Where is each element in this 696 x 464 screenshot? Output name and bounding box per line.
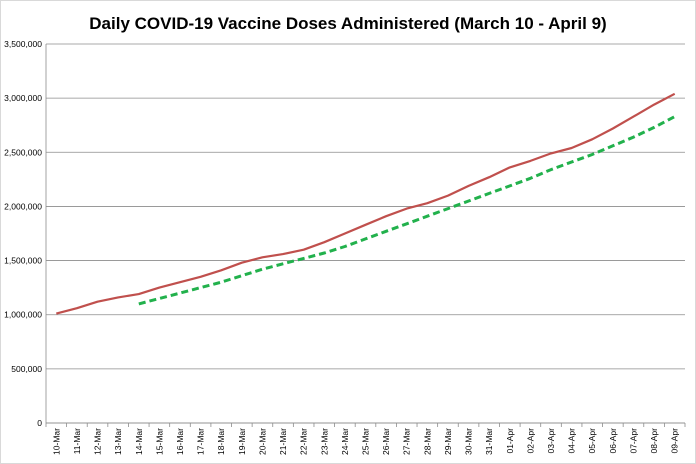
y-axis: 0 500,000 1,000,000 1,500,000 2,000,000 2,500… (4, 39, 47, 428)
chart-title: Daily COVID-19 Vaccine Doses Administere… (89, 14, 607, 33)
x-tick-label: 10-Mar (51, 428, 61, 455)
y-tick-label: 1,500,000 (4, 256, 42, 266)
y-tick-label: 2,000,000 (4, 201, 42, 211)
x-tick-label: 27-Mar (402, 428, 412, 455)
x-tick-label: 22-Mar (299, 428, 309, 455)
x-axis: 10-Mar 11-Mar 12-Mar 13-Mar 14-Mar 15-Mar 16-M… (45, 422, 686, 455)
x-tick-label: 28-Mar (422, 428, 432, 455)
series-line-solid (56, 92, 676, 315)
x-tick-label: 05-Apr (587, 428, 597, 454)
x-tick-label: 15-Mar (154, 428, 164, 455)
gridlines (46, 43, 685, 424)
series-line-dashed (138, 115, 676, 306)
y-tick-label: 1,000,000 (4, 310, 42, 320)
x-tick-label: 11-Mar (72, 428, 82, 454)
y-tick-label: 500,000 (11, 364, 42, 374)
y-tick-label: 2,500,000 (4, 147, 42, 157)
series-lines (56, 92, 676, 315)
x-tick-label: 24-Mar (340, 428, 350, 455)
x-tick-label: 08-Apr (649, 428, 659, 454)
y-tick-label: 3,000,000 (4, 93, 42, 103)
x-tick-label: 01-Apr (505, 428, 515, 454)
x-tick-label: 07-Apr (628, 428, 638, 454)
x-tick-label: 04-Apr (567, 428, 577, 454)
x-tick-label: 13-Mar (113, 428, 123, 455)
x-tick-label: 03-Apr (546, 428, 556, 454)
x-tick-label: 02-Apr (525, 428, 535, 454)
x-tick-label: 16-Mar (175, 428, 185, 455)
x-tick-label: 29-Mar (443, 428, 453, 455)
x-tick-label: 17-Mar (196, 428, 206, 455)
y-tick-label: 3,500,000 (4, 39, 42, 49)
x-tick-label: 14-Mar (134, 428, 144, 455)
x-tick-label: 12-Mar (93, 428, 103, 455)
x-tick-label: 31-Mar (484, 428, 494, 455)
x-tick-label: 30-Mar (464, 428, 474, 455)
x-tick-label: 20-Mar (257, 428, 267, 455)
x-tick-label: 21-Mar (278, 428, 288, 455)
x-tick-label: 26-Mar (381, 428, 391, 455)
x-tick-label: 18-Mar (216, 428, 226, 455)
x-tick-label: 19-Mar (237, 428, 247, 455)
y-tick-label: 0 (37, 418, 42, 428)
x-tick-label: 23-Mar (319, 428, 329, 455)
x-tick-label: 06-Apr (608, 428, 618, 454)
x-tick-label: 09-Apr (670, 428, 680, 454)
x-tick-label: 25-Mar (361, 428, 371, 455)
